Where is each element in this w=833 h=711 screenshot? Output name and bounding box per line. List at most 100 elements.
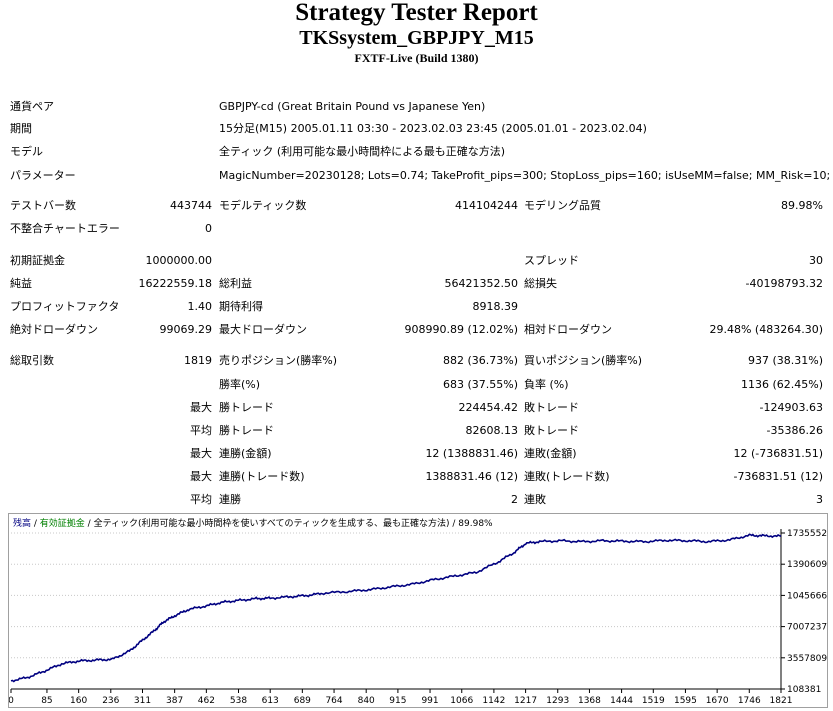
legend-model: 全ティック(利用可能な最小時間枠を使いすべてのティックを生成する、最も正確な方法… [93,519,450,529]
y-tick-label: 3557809 [787,654,827,664]
y-tick-label: 13906093 [787,560,827,570]
stat-value: 1.40 [187,300,213,313]
stat-value: -40198793.32 [745,277,823,290]
legend-separator: / [449,519,459,529]
stat-value: 29.48% (483264.30) [709,323,823,336]
x-tick-label: 991 [421,696,438,706]
stat-prefix: 最大 [190,447,212,460]
stats-row-mismatch: 不整合チャートエラー 0 [0,218,833,240]
info-label: モデル [10,145,43,158]
stat-value: 1388831.46 (12) [425,470,518,483]
stat-prefix: 平均 [190,424,212,437]
stats-row-largest: 最大 勝トレード 224454.42 敗トレード -124903.63 [0,397,833,419]
stat-value: 1136 (62.45%) [740,378,823,391]
x-tick-label: 1821 [770,696,793,706]
stat-value: 224454.42 [458,401,519,414]
legend-balance: 残高 [13,519,32,529]
stat-label: 連敗(金額) [524,447,577,460]
x-tick-label: 311 [134,696,151,706]
stat-label: 期待利得 [219,300,263,313]
stat-value: 82608.13 [465,424,519,437]
stat-label: 勝トレード [219,401,274,414]
x-tick-label: 1595 [674,696,697,706]
stat-label: 売りポジション(勝率%) [219,354,338,367]
stat-value: 16222559.18 [138,277,212,290]
stat-label: 不整合チャートエラー [10,222,120,235]
stat-label: 敗トレード [524,401,579,414]
info-value: MagicNumber=20230128; Lots=0.74; TakePro… [219,169,831,182]
stat-label: 連敗(トレード数) [524,470,610,483]
stat-label: 負率 (%) [524,378,569,391]
x-tick-label: 538 [230,696,247,706]
stat-label: 連敗 [524,493,546,506]
info-value: 15分足(M15) 2005.01.11 03:30 - 2023.02.03 … [219,122,647,135]
stats-row-cons-count: 最大 連勝(トレード数) 1388831.46 (12) 連敗(トレード数) -… [0,466,833,488]
y-tick-label: 10456665 [787,591,827,601]
info-row-parameters: パラメーター MagicNumber=20230128; Lots=0.74; … [0,165,833,187]
stat-value: 882 (36.73%) [442,354,518,367]
stat-value: 0 [205,222,212,235]
stat-label: 絶対ドローダウン [10,323,98,336]
x-tick-label: 160 [70,696,87,706]
x-tick-label: 1368 [578,696,601,706]
report-build: FXTF-Live (Build 1380) [354,51,479,65]
x-tick-label: 0 [9,696,14,706]
stats-row-cons-money: 最大 連勝(金額) 12 (1388831.46) 連敗(金額) 12 (-73… [0,443,833,465]
x-tick-label: 1746 [738,696,761,706]
stat-value: 12 (-736831.51) [733,447,823,460]
info-row-model: モデル 全ティック (利用可能な最小時間枠による最も正確な方法) [0,141,833,163]
x-tick-label: 1670 [706,696,729,706]
stats-row-bars: テストバー数 443744 モデルティック数 414104244 モデリング品質… [0,195,833,217]
balance-chart: 108381 3557809 7007237 10456665 13906093 1735… [8,513,828,708]
stats-row-trades: 総取引数 1819 売りポジション(勝率%) 882 (36.73%) 買いポジ… [0,350,833,372]
stat-label: 最大ドローダウン [219,323,307,336]
stat-label: 総取引数 [10,354,54,367]
stat-label: 勝トレード [219,424,274,437]
stat-value: 683 (37.55%) [442,378,518,391]
balance-line [10,533,782,683]
stat-prefix: 最大 [190,401,212,414]
chart-legend: 残高 / 有効証拠金 / 全ティック(利用可能な最小時間枠を使いすべてのティック… [13,516,493,529]
report-title: Strategy Tester Report [295,0,538,26]
stat-value: 2 [511,493,518,506]
stat-label: 買いポジション(勝率%) [524,354,643,367]
stat-value: 89.98% [781,199,823,212]
x-tick-label: 462 [198,696,215,706]
stat-label: プロフィットファクタ [10,300,120,313]
stat-label: 連勝 [219,493,241,506]
stats-row-deposit: 初期証拠金 1000000.00 スプレッド 30 [0,250,833,272]
stat-label: 総損失 [524,277,557,290]
stat-label: 総利益 [219,277,252,290]
stat-value: 1819 [184,354,212,367]
info-label: 期間 [10,122,32,135]
stats-row-factor: プロフィットファクタ 1.40 期待利得 8918.39 [0,296,833,318]
stat-label: モデルティック数 [219,199,307,212]
info-label: パラメーター [10,169,76,182]
x-tick-label: 1444 [610,696,633,706]
stat-value: 443744 [170,199,212,212]
stat-value: 1000000.00 [145,254,212,267]
x-tick-label: 1293 [546,696,569,706]
x-tick-label: 689 [294,696,311,706]
stat-value: 8918.39 [472,300,519,313]
stat-value: -736831.51 (12) [733,470,823,483]
stat-value: 3 [816,493,823,506]
legend-separator: / [84,519,94,529]
stat-label: モデリング品質 [524,199,601,212]
x-tick-label: 1519 [642,696,665,706]
stat-label: 敗トレード [524,424,579,437]
stat-label: 連勝(金額) [219,447,272,460]
stats-row-avg-cons: 平均 連勝 2 連敗 3 [0,489,833,511]
stat-label: 純益 [10,277,32,290]
info-value: 全ティック (利用可能な最小時間枠による最も正確な方法) [219,145,506,158]
stat-value: -124903.63 [759,401,823,414]
stat-label: 勝率(%) [219,378,261,391]
legend-quality: 89.98% [458,519,493,529]
balance-chart-svg: 108381 3557809 7007237 10456665 13906093 1735… [9,529,827,706]
stats-row-profit: 純益 16222559.18 総利益 56421352.50 総損失 -4019… [0,273,833,295]
info-value: GBPJPY-cd (Great Britain Pound vs Japane… [219,100,486,113]
info-row-period: 期間 15分足(M15) 2005.01.11 03:30 - 2023.02.… [0,118,833,140]
report-subtitle: TKSsystem_GBPJPY_M15 [299,27,534,49]
stat-value: -35386.26 [766,424,823,437]
stats-row-drawdown: 絶対ドローダウン 99069.29 最大ドローダウン 908990.89 (12… [0,319,833,341]
